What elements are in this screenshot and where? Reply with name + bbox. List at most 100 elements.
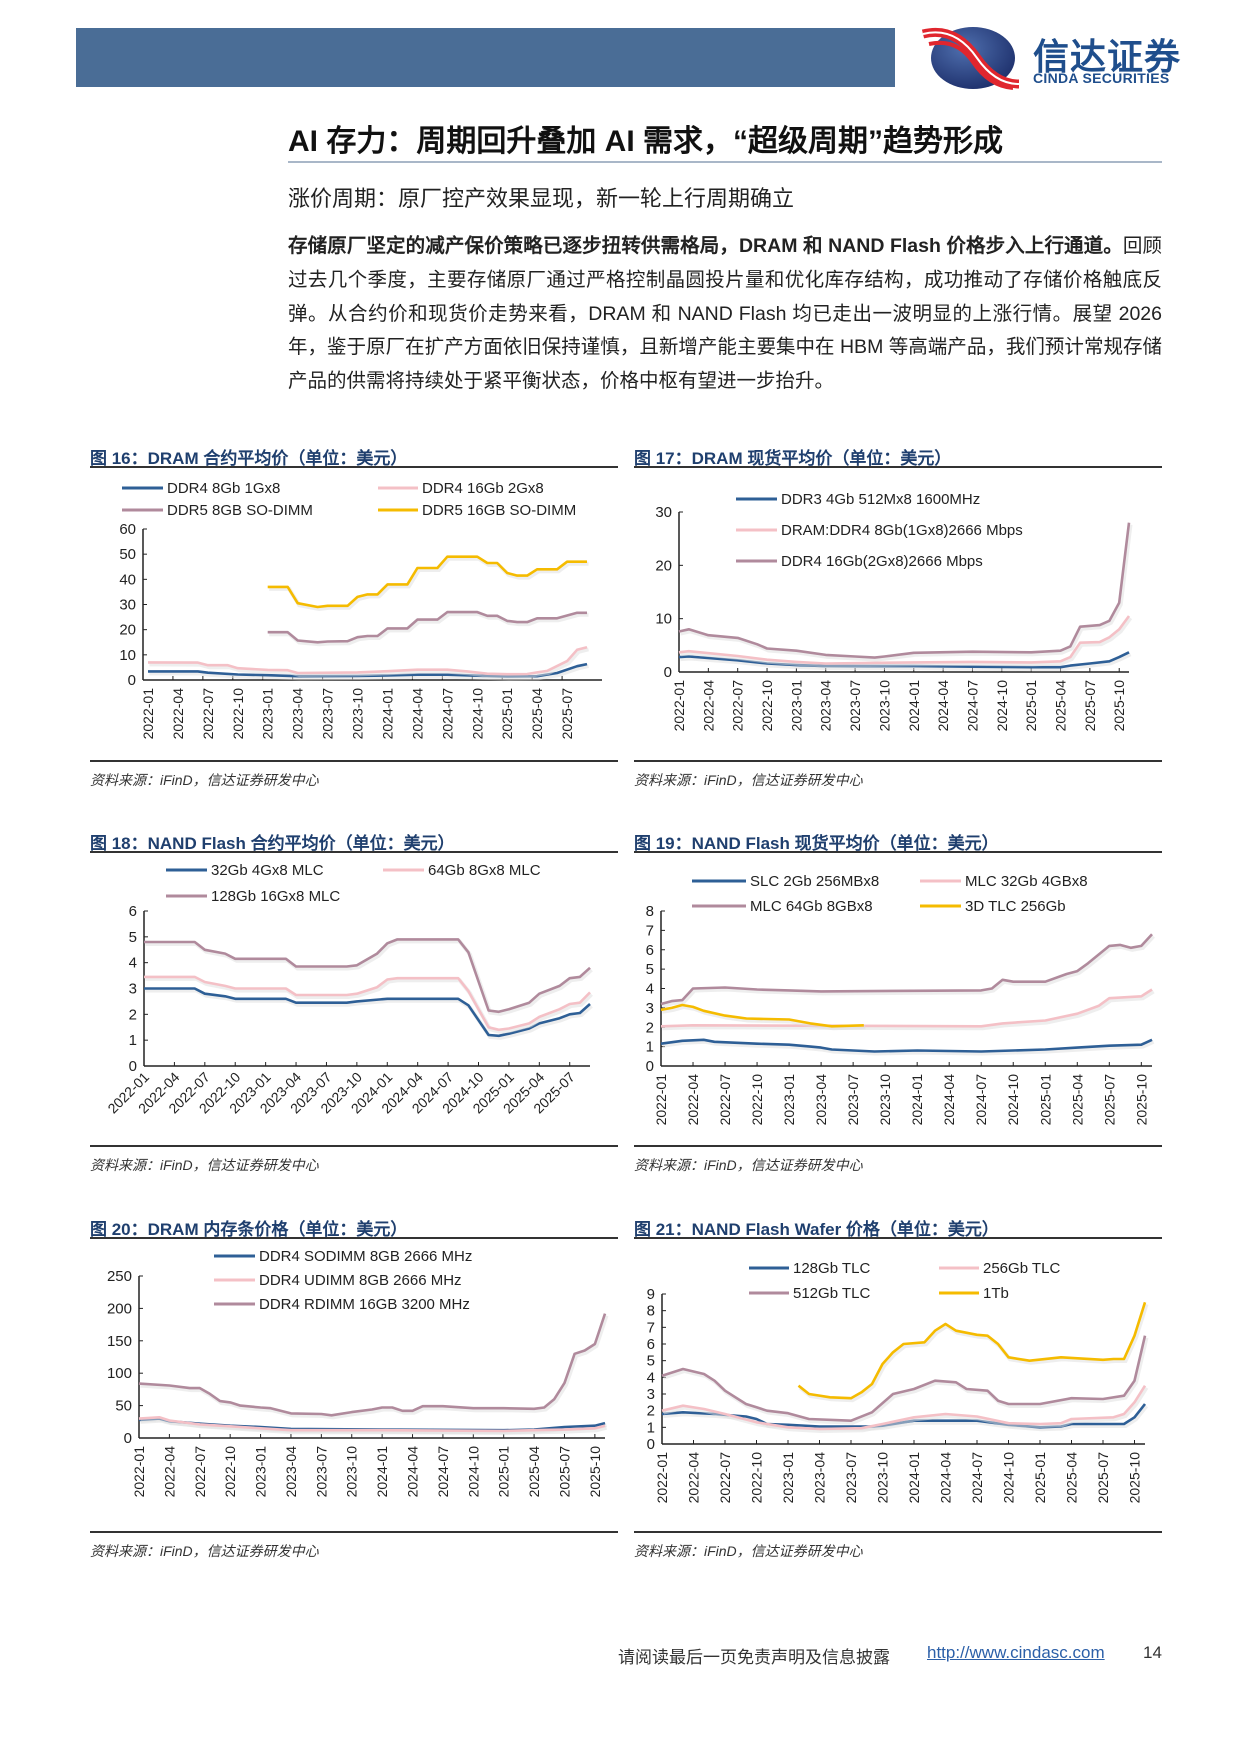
x-tick-label: 2023-04 — [812, 1452, 828, 1504]
legend-label: 32Gb 4Gx8 MLC — [211, 862, 324, 879]
chart-panel: 0 1 2 3 4 5 6 7 8 2022-01 2022-04 2022-07 2022-10 202… — [634, 825, 1162, 1175]
series-shadow — [661, 934, 1155, 1008]
y-tick-label: 100 — [107, 1365, 132, 1382]
section-title: AI 存力：周期回升叠加 AI 需求，“超级周期”趋势形成 — [288, 125, 1004, 158]
legend-label: DDR4 SODIMM 8GB 2666 MHz — [259, 1248, 472, 1265]
y-tick-label: 20 — [119, 622, 136, 639]
legend-label: MLC 32Gb 4GBx8 — [965, 873, 1088, 890]
series-shadow — [662, 1004, 866, 1031]
series-line — [144, 975, 591, 1032]
y-tick-label: 60 — [119, 521, 136, 538]
disclaimer-note: 请阅读最后一页免责声明及信息披露 — [618, 1648, 890, 1667]
legend-label: DDR4 16Gb 2Gx8 — [422, 480, 544, 497]
series-shadow — [663, 1386, 1149, 1434]
legend-label: DDR4 8Gb 1Gx8 — [167, 480, 280, 497]
x-tick-label: 2025-07 — [1095, 1452, 1111, 1504]
chart-panel: 0 50 100 150 200 250 2022-01 2022-04 2022-07 2022… — [90, 1211, 618, 1561]
x-tick-label: 2024-10 — [1001, 1452, 1017, 1504]
y-tick-label: 150 — [107, 1333, 132, 1350]
series-shadow — [140, 1314, 609, 1420]
y-tick-label: 0 — [128, 672, 136, 689]
chart-source: 资料来源：iFinD，信达证券研发中心 — [634, 772, 863, 788]
chart-source: 资料来源：iFinD，信达证券研发中心 — [634, 1543, 863, 1559]
y-tick-label: 0 — [664, 664, 672, 681]
chart-panel: 0 1 2 3 4 5 6 7 8 9 2022-01 2022-04 2022-07 2022-10 20… — [634, 1211, 1162, 1561]
title-divider — [288, 161, 1162, 163]
x-tick-label: 2022-10 — [230, 688, 246, 740]
x-tick-label: 2025-01 — [496, 1446, 512, 1498]
y-tick-label: 0 — [129, 1058, 137, 1075]
legend-label: 512Gb TLC — [793, 1285, 870, 1302]
series-shadow — [663, 1404, 1149, 1432]
y-tick-label: 1 — [129, 1032, 137, 1049]
chart-bottom-rule — [90, 1145, 618, 1147]
x-tick-label: 2024-04 — [935, 680, 951, 732]
series-line — [661, 1385, 1147, 1431]
x-tick-label: 2024-07 — [435, 1446, 451, 1498]
y-tick-label: 2 — [646, 1019, 654, 1036]
chart-bottom-rule — [634, 1145, 1162, 1147]
y-tick-label: 5 — [646, 961, 654, 978]
x-tick-label: 2023-04 — [813, 1074, 829, 1126]
legend-label: 256Gb TLC — [983, 1260, 1060, 1277]
x-tick-label: 2022-01 — [131, 1446, 147, 1498]
legend-label: DDR4 RDIMM 16GB 3200 MHz — [259, 1296, 470, 1313]
y-tick-label: 30 — [655, 504, 672, 521]
series-line — [267, 555, 587, 609]
line-chart: 0 10 20 30 2022-01 2022-04 2022-07 2022-10 2023-… — [655, 491, 1133, 732]
series-line — [660, 1003, 864, 1028]
series-line — [678, 651, 1130, 669]
y-tick-label: 2 — [647, 1403, 655, 1420]
line-chart: 0 1 2 3 4 5 6 7 8 2022-01 2022-04 2022-07 2022-10 202… — [646, 873, 1155, 1126]
x-tick-label: 2025-07 — [556, 1446, 572, 1498]
y-tick-label: 4 — [129, 955, 137, 972]
x-tick-label: 2023-10 — [876, 680, 892, 732]
y-tick-label: 7 — [646, 922, 654, 939]
logo-text-cn: 信达证券 — [1033, 36, 1182, 77]
x-tick-label: 2024-04 — [409, 688, 425, 740]
legend-label: 128Gb TLC — [793, 1260, 870, 1277]
chart-bottom-rule — [634, 760, 1162, 762]
y-tick-label: 50 — [119, 546, 136, 563]
chart-source: 资料来源：iFinD，信达证券研发中心 — [90, 1157, 319, 1173]
legend-label: DDR4 16Gb(2Gx8)2666 Mbps — [781, 553, 983, 570]
x-tick-label: 2025-10 — [1133, 1074, 1149, 1126]
x-tick-label: 2024-01 — [909, 1074, 925, 1126]
y-tick-label: 3 — [646, 1000, 654, 1017]
chart-bottom-rule — [90, 760, 618, 762]
x-tick-label: 2024-01 — [379, 688, 395, 740]
x-tick-label: 2022-07 — [192, 1446, 208, 1498]
series-shadow — [662, 1039, 1155, 1056]
series-line — [267, 610, 587, 644]
x-tick-label: 2024-07 — [439, 688, 455, 740]
chart-title: 图 19：NAND Flash 现货平均价（单位：美元） — [634, 834, 999, 853]
x-tick-label: 2024-10 — [994, 680, 1010, 732]
y-tick-label: 40 — [119, 571, 136, 588]
legend-label: DDR3 4Gb 512Mx8 1600MHz — [781, 491, 980, 508]
y-tick-label: 6 — [647, 1336, 655, 1353]
y-tick-label: 6 — [129, 903, 137, 920]
y-tick-label: 250 — [107, 1268, 132, 1285]
chart-source: 资料来源：iFinD，信达证券研发中心 — [90, 1543, 319, 1559]
cinda-logo: 信达证券 CINDA SECURITIES — [915, 24, 1215, 90]
website-link[interactable]: http://www.cindasc.com — [927, 1643, 1105, 1662]
chart-panel: 0 10 20 30 2022-01 2022-04 2022-07 2022-10 2023-… — [634, 440, 1162, 790]
x-tick-label: 2023-10 — [350, 688, 366, 740]
x-tick-label: 2025-04 — [1069, 1074, 1085, 1126]
y-tick-label: 6 — [646, 942, 654, 959]
y-tick-label: 0 — [124, 1430, 132, 1447]
x-tick-label: 2023-01 — [260, 688, 276, 740]
y-tick-label: 4 — [646, 981, 654, 998]
legend-label: DDR5 8GB SO-DIMM — [167, 502, 313, 519]
legend-label: DDR4 UDIMM 8GB 2666 MHz — [259, 1272, 462, 1289]
x-tick-label: 2024-10 — [469, 688, 485, 740]
chart-bottom-rule — [90, 1531, 618, 1533]
body-paragraph: 存储原厂坚定的减产保价策略已逐步扭转供需格局，DRAM 和 NAND Flash… — [288, 230, 1162, 399]
y-tick-label: 2 — [129, 1006, 137, 1023]
x-tick-label: 2025-04 — [526, 1446, 542, 1498]
x-tick-label: 2022-07 — [717, 1074, 733, 1126]
x-tick-label: 2022-07 — [730, 680, 746, 732]
series-shadow — [269, 612, 589, 647]
x-tick-label: 2024-01 — [906, 680, 922, 732]
series-shadow — [680, 652, 1132, 672]
